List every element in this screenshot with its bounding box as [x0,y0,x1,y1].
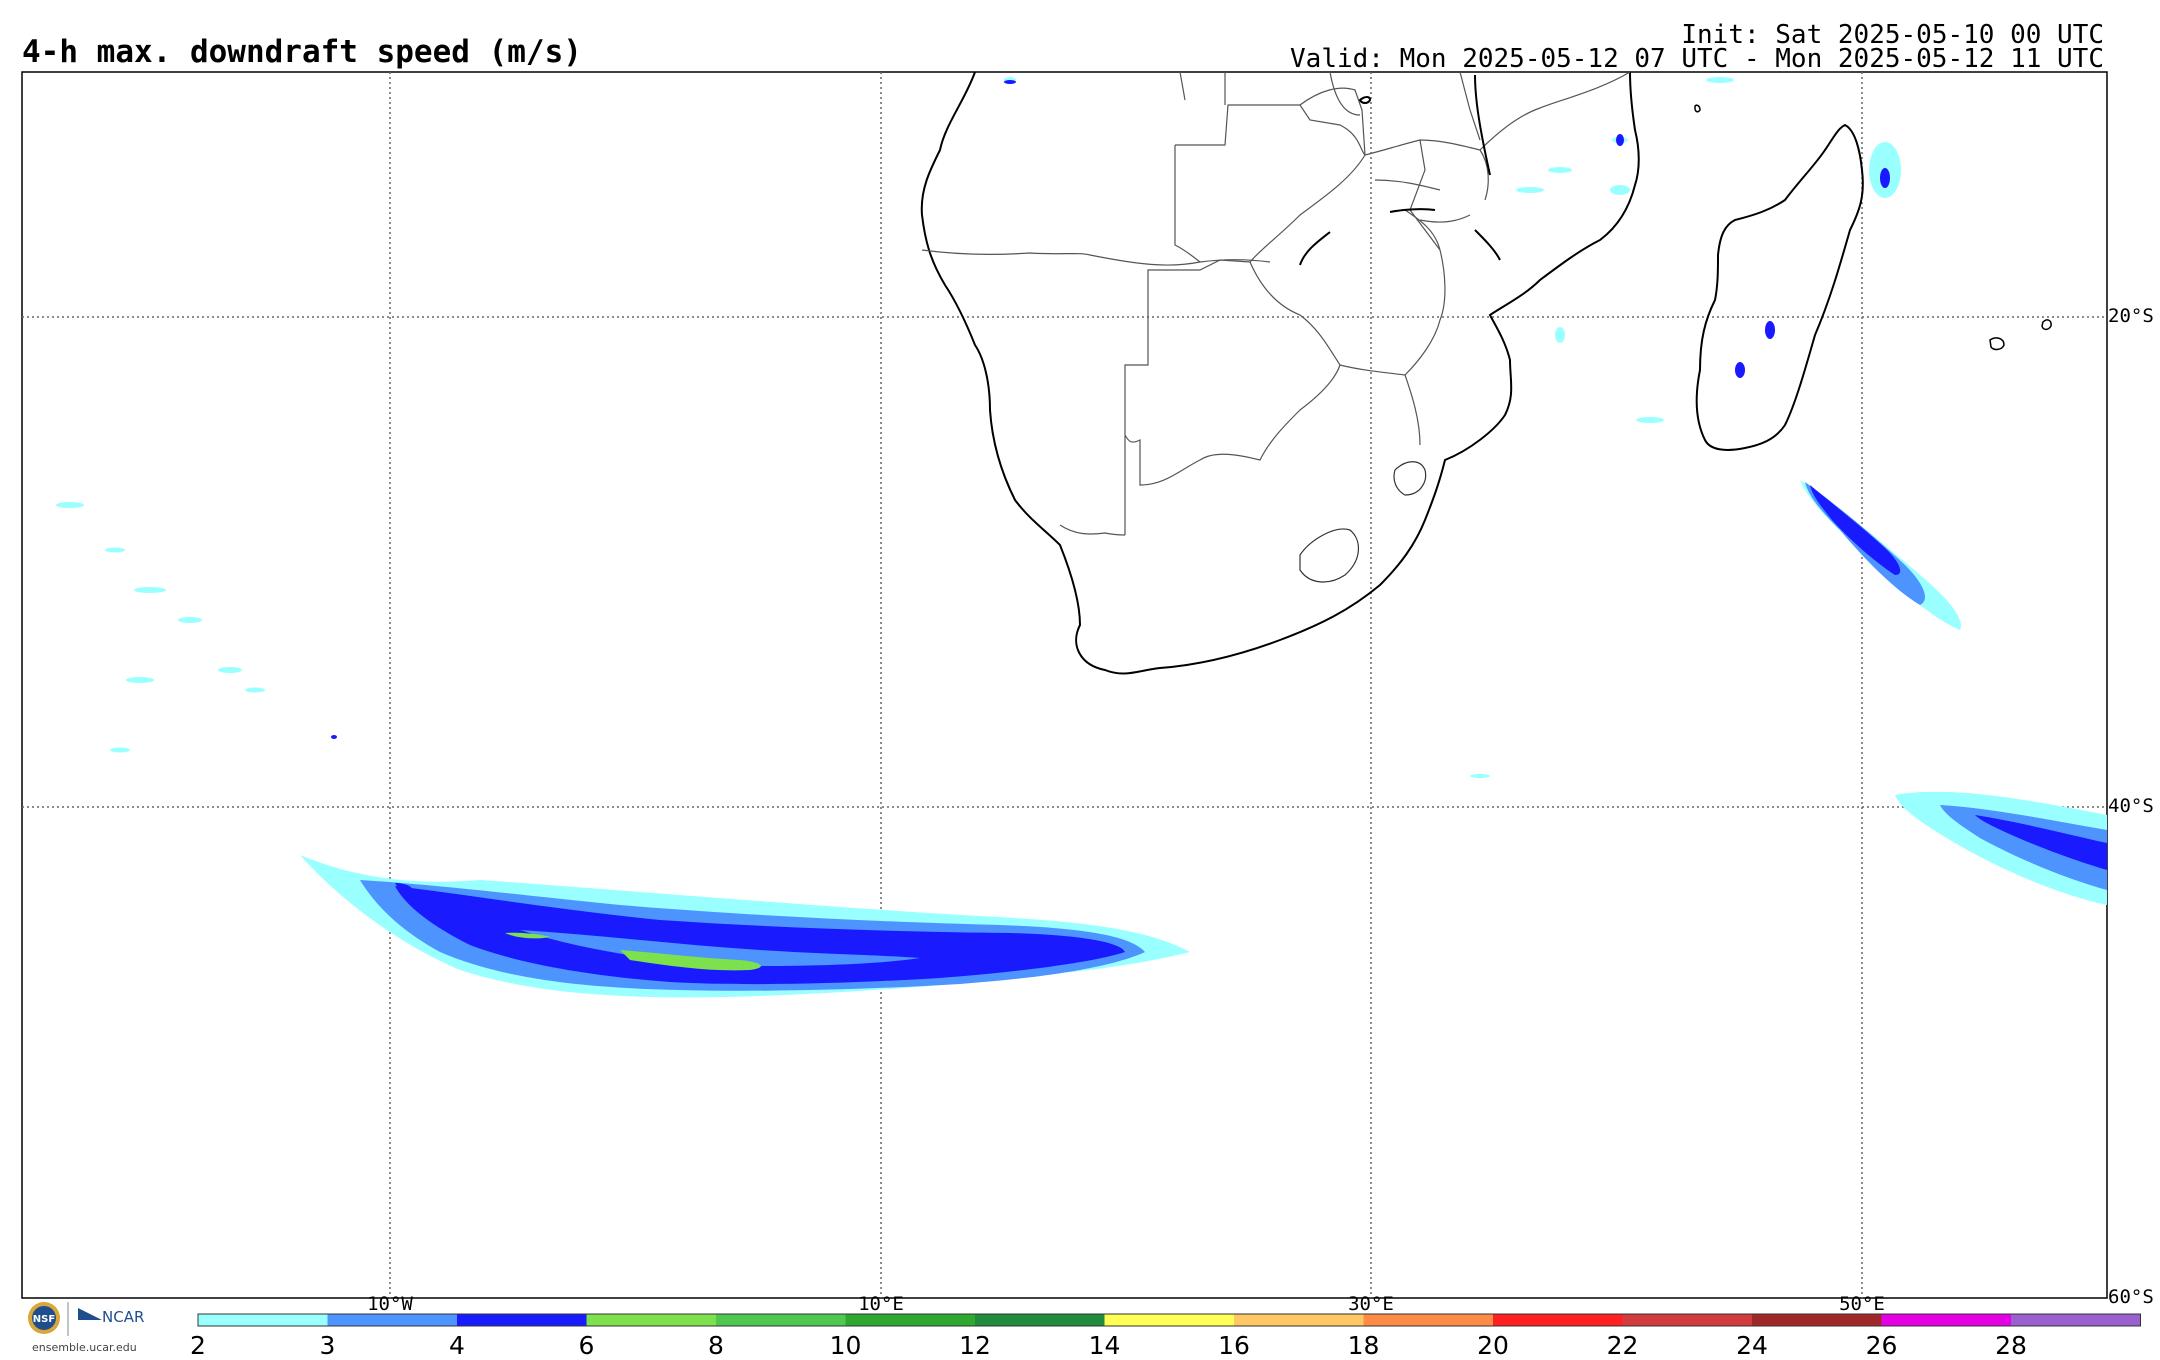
colorbar-segment [716,1314,846,1326]
colorbar-segment [327,1314,457,1326]
mauritius-coastline [2041,319,2052,331]
madagascar-coastline [1695,123,1864,451]
colorbar-segment [1104,1314,1234,1326]
lon-label-10w: 10°W [367,1293,413,1315]
colorbar-segment [1493,1314,1623,1326]
downdraft-field-east [1895,791,2107,905]
colorbar-segment [1881,1314,2011,1326]
colorbar-tick-label: 16 [1218,1331,1250,1360]
colorbar-segment [975,1314,1105,1326]
colorbar-tick-label: 6 [578,1331,595,1360]
lon-label-10e: 10°E [858,1293,904,1315]
colorbar-tick-label: 10 [829,1331,862,1360]
africa-coastline [920,72,1640,675]
ensemble-url: ensemble.ucar.edu [32,1341,137,1354]
colorbar-segment [845,1314,975,1326]
nsf-ncar-logo: NSF NCAR [24,1300,160,1352]
colorbar-tick-label: 3 [319,1331,336,1360]
colorbar-segment [1622,1314,1752,1326]
colorbar-outline [197,1313,2141,1327]
colorbar-tick-label: 20 [1477,1331,1509,1360]
lakes [1299,74,1501,266]
lon-label-50e: 50°E [1839,1293,1885,1315]
colorbar-segment [586,1314,716,1326]
downdraft-scatter-blue [331,80,1890,739]
reunion-coastline [1989,337,2005,351]
colorbar-tick-label: 26 [1865,1331,1898,1360]
lat-label-40s: 40°S [2108,795,2154,817]
downdraft-field-madagascar-se [1800,480,1961,630]
colorbar-segment [1752,1314,1882,1326]
colorbar-segment [1363,1314,1493,1326]
colorbar-segment [2011,1314,2141,1326]
comoros-coastline [1694,104,1701,113]
init-time: Init: Sat 2025-05-10 00 UTC [1681,20,2104,50]
country-borders [921,72,1631,536]
lesotho-border [1299,528,1359,583]
colorbar-segment [1234,1314,1364,1326]
colorbar-tick-label: 12 [959,1331,991,1360]
colorbar-tick-label: 22 [1606,1331,1639,1360]
nsf-logo-text: NSF [33,1314,55,1325]
map-title: 4-h max. downdraft speed (m/s) [22,34,582,70]
colorbar-tick-label: 24 [1736,1331,1768,1360]
lat-label-20s: 20°S [2108,305,2154,327]
ncar-logo-text: NCAR [102,1308,144,1326]
eswatini-border [1393,461,1427,496]
colorbar-tick-label: 8 [708,1331,724,1360]
colorbar-tick-label: 2 [190,1331,206,1360]
graticule [22,72,2107,1298]
colorbar-tick-label: 28 [1995,1331,2027,1360]
colorbar-tick-label: 14 [1088,1331,1121,1360]
lon-label-30e: 30°E [1348,1293,1394,1315]
colorbar-segment [457,1314,587,1326]
lat-label-60s: 60°S [2108,1286,2154,1308]
map-frame [21,71,2108,1299]
downdraft-field-atlantic [300,855,1190,998]
colorbar-segment [198,1314,328,1326]
colorbar-tick-label: 18 [1347,1331,1380,1360]
colorbar-tick-label: 4 [449,1331,465,1360]
valid-time: Valid: Mon 2025-05-12 07 UTC - Mon 2025-… [1290,44,2104,74]
